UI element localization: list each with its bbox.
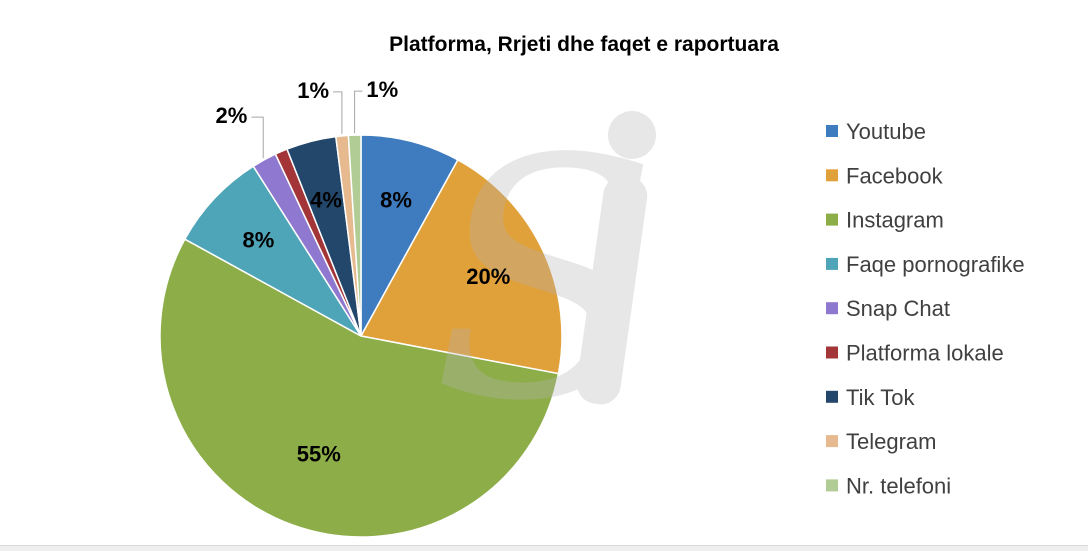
data-label: 8% xyxy=(380,188,412,213)
legend-label: Nr. telefoni xyxy=(846,473,951,498)
leader-line xyxy=(251,116,264,159)
legend-label: Instagram xyxy=(846,208,944,233)
watermark-logo: S xyxy=(432,89,658,473)
pie-slice-faqe-pornografike xyxy=(183,165,362,337)
legend-label: Telegram xyxy=(846,429,936,454)
legend-swatch xyxy=(826,435,838,448)
legend-label: Youtube xyxy=(846,119,926,144)
legend-swatch xyxy=(826,346,838,359)
legend-swatch xyxy=(826,169,838,182)
pie-slice-instagram xyxy=(159,238,560,538)
data-label: 4% xyxy=(310,188,342,213)
data-labels: 8% 20% 55% 8% 2% 4% 1% 1% xyxy=(216,77,511,466)
chart-title: Platforma, Rrjeti dhe faqet e raportuara xyxy=(389,33,779,56)
svg-text:S: S xyxy=(432,89,658,473)
legend-swatch xyxy=(826,125,838,137)
data-label: 20% xyxy=(466,264,510,289)
legend-label: Faqe pornografike xyxy=(846,252,1025,277)
legend-label: Snap Chat xyxy=(846,296,950,321)
leader-line xyxy=(354,90,363,134)
legend-swatch xyxy=(826,390,838,403)
leader-lines xyxy=(251,90,363,159)
legend-swatch xyxy=(826,302,838,315)
leader-line xyxy=(333,91,343,134)
data-label: 8% xyxy=(243,228,275,253)
pie-slice-nr-telefoni xyxy=(347,134,362,337)
legend: Youtube Facebook Instagram Faqe pornografik… xyxy=(826,119,1025,498)
data-label: 55% xyxy=(297,441,341,466)
legend-swatch xyxy=(826,213,838,226)
pie-slices xyxy=(159,134,563,538)
pie-slice-youtube xyxy=(360,134,459,337)
data-label: 2% xyxy=(216,103,248,128)
legend-label: Platforma lokale xyxy=(846,341,1004,366)
data-label: 1% xyxy=(297,78,329,103)
legend-label: Facebook xyxy=(846,163,944,188)
legend-label: Tik Tok xyxy=(846,385,915,410)
legend-swatch xyxy=(826,479,838,492)
bottom-divider xyxy=(0,545,1088,551)
data-label: 1% xyxy=(366,77,398,102)
pie-slice-facebook xyxy=(359,158,563,375)
legend-swatch xyxy=(826,257,838,270)
